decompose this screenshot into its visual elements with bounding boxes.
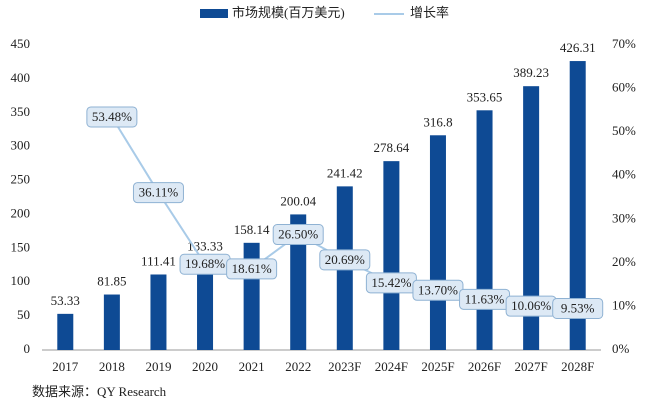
- bar: [103, 294, 120, 350]
- y-tick-label: 350: [11, 104, 31, 119]
- x-tick-label: 2017: [52, 359, 79, 374]
- y-tick-label: 300: [11, 138, 31, 153]
- y2-tick-label: 50%: [612, 123, 636, 138]
- bar: [150, 274, 167, 350]
- y2-tick-label: 70%: [612, 36, 636, 51]
- bar: [429, 135, 446, 350]
- label-box: [132, 182, 184, 204]
- line-value-label: 13.70%: [418, 282, 458, 297]
- y-tick-label: 400: [11, 70, 31, 85]
- bar-value-label: 111.41: [141, 253, 176, 268]
- line-value-label: 36.11%: [139, 185, 179, 200]
- y2-tick-label: 10%: [612, 297, 636, 312]
- bar: [290, 214, 307, 350]
- legend-swatch: [200, 9, 228, 18]
- y-tick-label: 200: [11, 205, 31, 220]
- label-box: [272, 224, 324, 246]
- x-tick-label: 2019: [145, 359, 171, 374]
- y2-tick-label: 40%: [612, 167, 636, 182]
- line-value-label: 26.50%: [278, 227, 318, 242]
- y2-tick-label: 30%: [612, 210, 636, 225]
- bar-value-label: 81.85: [97, 274, 126, 289]
- y-tick-label: 250: [11, 172, 31, 187]
- x-tick-label: 2027F: [515, 359, 548, 374]
- label-box: [86, 106, 138, 128]
- x-tick-label: 2024F: [375, 359, 408, 374]
- y-tick-label: 50: [17, 307, 30, 322]
- source-note: 数据来源：QY Research: [32, 384, 167, 399]
- label-box: [226, 258, 278, 280]
- x-tick-label: 2020: [192, 359, 218, 374]
- bar-value-label: 389.23: [513, 65, 549, 80]
- x-tick-label: 2022: [285, 359, 311, 374]
- x-tick-label: 2028F: [561, 359, 594, 374]
- bar-value-label: 200.04: [280, 193, 316, 208]
- y-tick-label: 150: [11, 239, 31, 254]
- bar: [476, 110, 493, 350]
- y-tick-label: 0: [24, 341, 31, 356]
- label-box: [319, 249, 371, 271]
- bar: [523, 86, 540, 351]
- legend-label: 市场规模(百万美元): [232, 5, 345, 20]
- line-value-label: 10.06%: [511, 298, 551, 313]
- bar-value-label: 316.8: [423, 114, 452, 129]
- bar-value-label: 353.65: [467, 89, 503, 104]
- legend-label: 增长率: [410, 5, 449, 20]
- y-tick-label: 450: [11, 36, 31, 51]
- bar-value-label: 278.64: [374, 140, 410, 155]
- x-tick-label: 2021: [239, 359, 265, 374]
- y-tick-label: 100: [11, 273, 31, 288]
- bar-value-label: 241.42: [327, 165, 363, 180]
- bar: [383, 161, 400, 350]
- bar: [197, 259, 214, 350]
- label-box: [552, 297, 604, 319]
- bar-value-label: 426.31: [560, 40, 596, 55]
- bar-value-label: 158.14: [234, 222, 270, 237]
- line-value-label: 9.53%: [561, 300, 595, 315]
- x-tick-label: 2025F: [421, 359, 454, 374]
- x-tick-label: 2026F: [468, 359, 501, 374]
- line-value-label: 11.63%: [465, 291, 505, 306]
- line-value-label: 18.61%: [232, 261, 272, 276]
- x-tick-label: 2018: [99, 359, 125, 374]
- x-tick-label: 2023F: [328, 359, 361, 374]
- y2-tick-label: 0%: [612, 341, 630, 356]
- line-value-label: 19.68%: [185, 256, 225, 271]
- y2-tick-label: 60%: [612, 80, 636, 95]
- bar-value-label: 53.33: [51, 293, 80, 308]
- bar: [57, 313, 74, 350]
- bar: [569, 61, 586, 351]
- line-value-label: 53.48%: [92, 109, 132, 124]
- y2-tick-label: 20%: [612, 254, 636, 269]
- line-value-label: 20.69%: [325, 252, 365, 267]
- line-value-label: 15.42%: [371, 275, 411, 290]
